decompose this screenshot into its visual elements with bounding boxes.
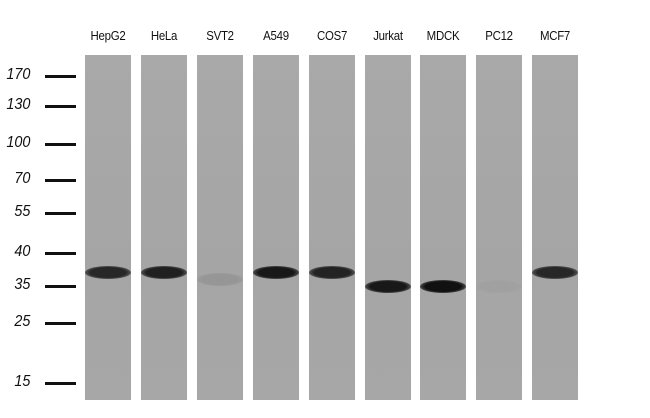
blot-lane: [308, 55, 355, 400]
mw-marker-tick: [45, 75, 76, 78]
lane-label: MDCK: [427, 28, 460, 43]
mw-marker-tick: [45, 143, 76, 146]
blot-lane: [252, 55, 299, 400]
protein-band: [196, 273, 243, 287]
mw-marker-label: 70: [14, 170, 31, 187]
lane-label: HepG2: [90, 28, 126, 43]
mw-marker-tick: [45, 322, 76, 325]
protein-band: [476, 280, 523, 293]
blot-lane: [140, 55, 187, 400]
protein-band: [420, 280, 467, 293]
blot-lane: [85, 55, 131, 400]
protein-band: [85, 266, 131, 280]
protein-band: [364, 280, 411, 293]
blot-lane: [196, 55, 243, 400]
mw-marker-label: 40: [14, 243, 31, 260]
protein-band: [252, 266, 299, 280]
lane-label: SVT2: [206, 28, 234, 43]
mw-marker-label: 100: [6, 134, 31, 151]
mw-marker-label: 170: [6, 66, 31, 83]
mw-marker-tick: [45, 382, 76, 385]
lane-label: MCF7: [540, 28, 571, 43]
mw-marker-label: 130: [6, 96, 31, 113]
mw-marker-tick: [45, 285, 76, 288]
lane-label: A549: [262, 28, 289, 43]
lane-label: HeLa: [150, 28, 178, 43]
lane-label: COS7: [316, 28, 347, 43]
mw-marker-tick: [45, 212, 76, 215]
protein-band: [532, 266, 579, 280]
mw-marker-label: 55: [14, 203, 31, 220]
mw-marker-tick: [45, 252, 76, 255]
protein-band: [140, 266, 187, 280]
mw-marker-label: 25: [14, 313, 31, 330]
mw-marker-label: 15: [14, 373, 31, 390]
blot-lane: [420, 55, 467, 400]
blot-lane: [532, 55, 579, 400]
protein-band: [308, 266, 355, 280]
mw-marker-tick: [45, 105, 76, 108]
blot-lane: [476, 55, 523, 400]
mw-marker-label: 35: [14, 276, 31, 293]
lane-label: PC12: [485, 28, 514, 43]
mw-marker-tick: [45, 179, 76, 182]
lane-label: Jurkat: [372, 28, 403, 43]
blot-lane: [364, 55, 411, 400]
